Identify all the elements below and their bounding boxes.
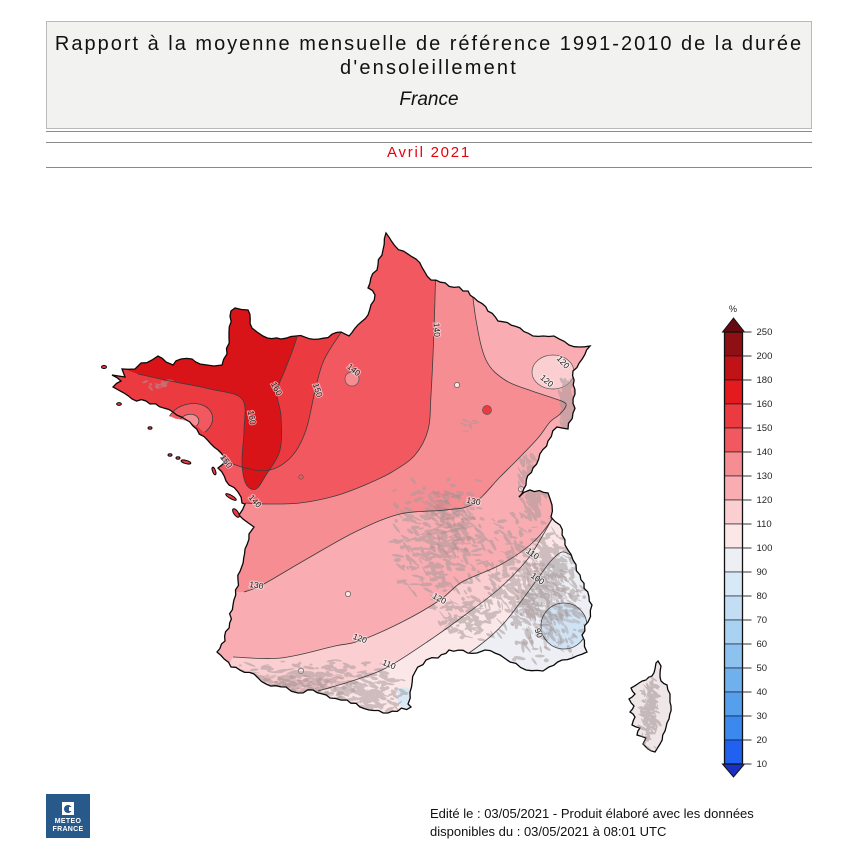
svg-text:100: 100 [757, 543, 773, 554]
svg-text:10: 10 [757, 759, 768, 770]
svg-text:90: 90 [757, 567, 768, 578]
svg-text:%: % [729, 304, 737, 314]
svg-text:250: 250 [757, 327, 773, 338]
svg-text:150: 150 [757, 423, 773, 434]
svg-text:200: 200 [757, 351, 773, 362]
svg-text:160: 160 [757, 399, 773, 410]
svg-text:130: 130 [466, 495, 482, 507]
svg-text:140: 140 [757, 447, 773, 458]
svg-text:70: 70 [757, 615, 768, 626]
svg-text:20: 20 [757, 735, 768, 746]
svg-text:40: 40 [757, 687, 768, 698]
svg-text:180: 180 [757, 375, 773, 386]
svg-text:160: 160 [246, 410, 258, 426]
svg-text:130: 130 [757, 471, 773, 482]
svg-text:80: 80 [757, 591, 768, 602]
svg-text:50: 50 [757, 663, 768, 674]
svg-text:120: 120 [757, 495, 773, 506]
svg-text:130: 130 [249, 579, 265, 591]
svg-text:60: 60 [757, 639, 768, 650]
svg-text:110: 110 [757, 519, 772, 530]
svg-text:30: 30 [757, 711, 768, 722]
svg-text:140: 140 [432, 322, 443, 337]
